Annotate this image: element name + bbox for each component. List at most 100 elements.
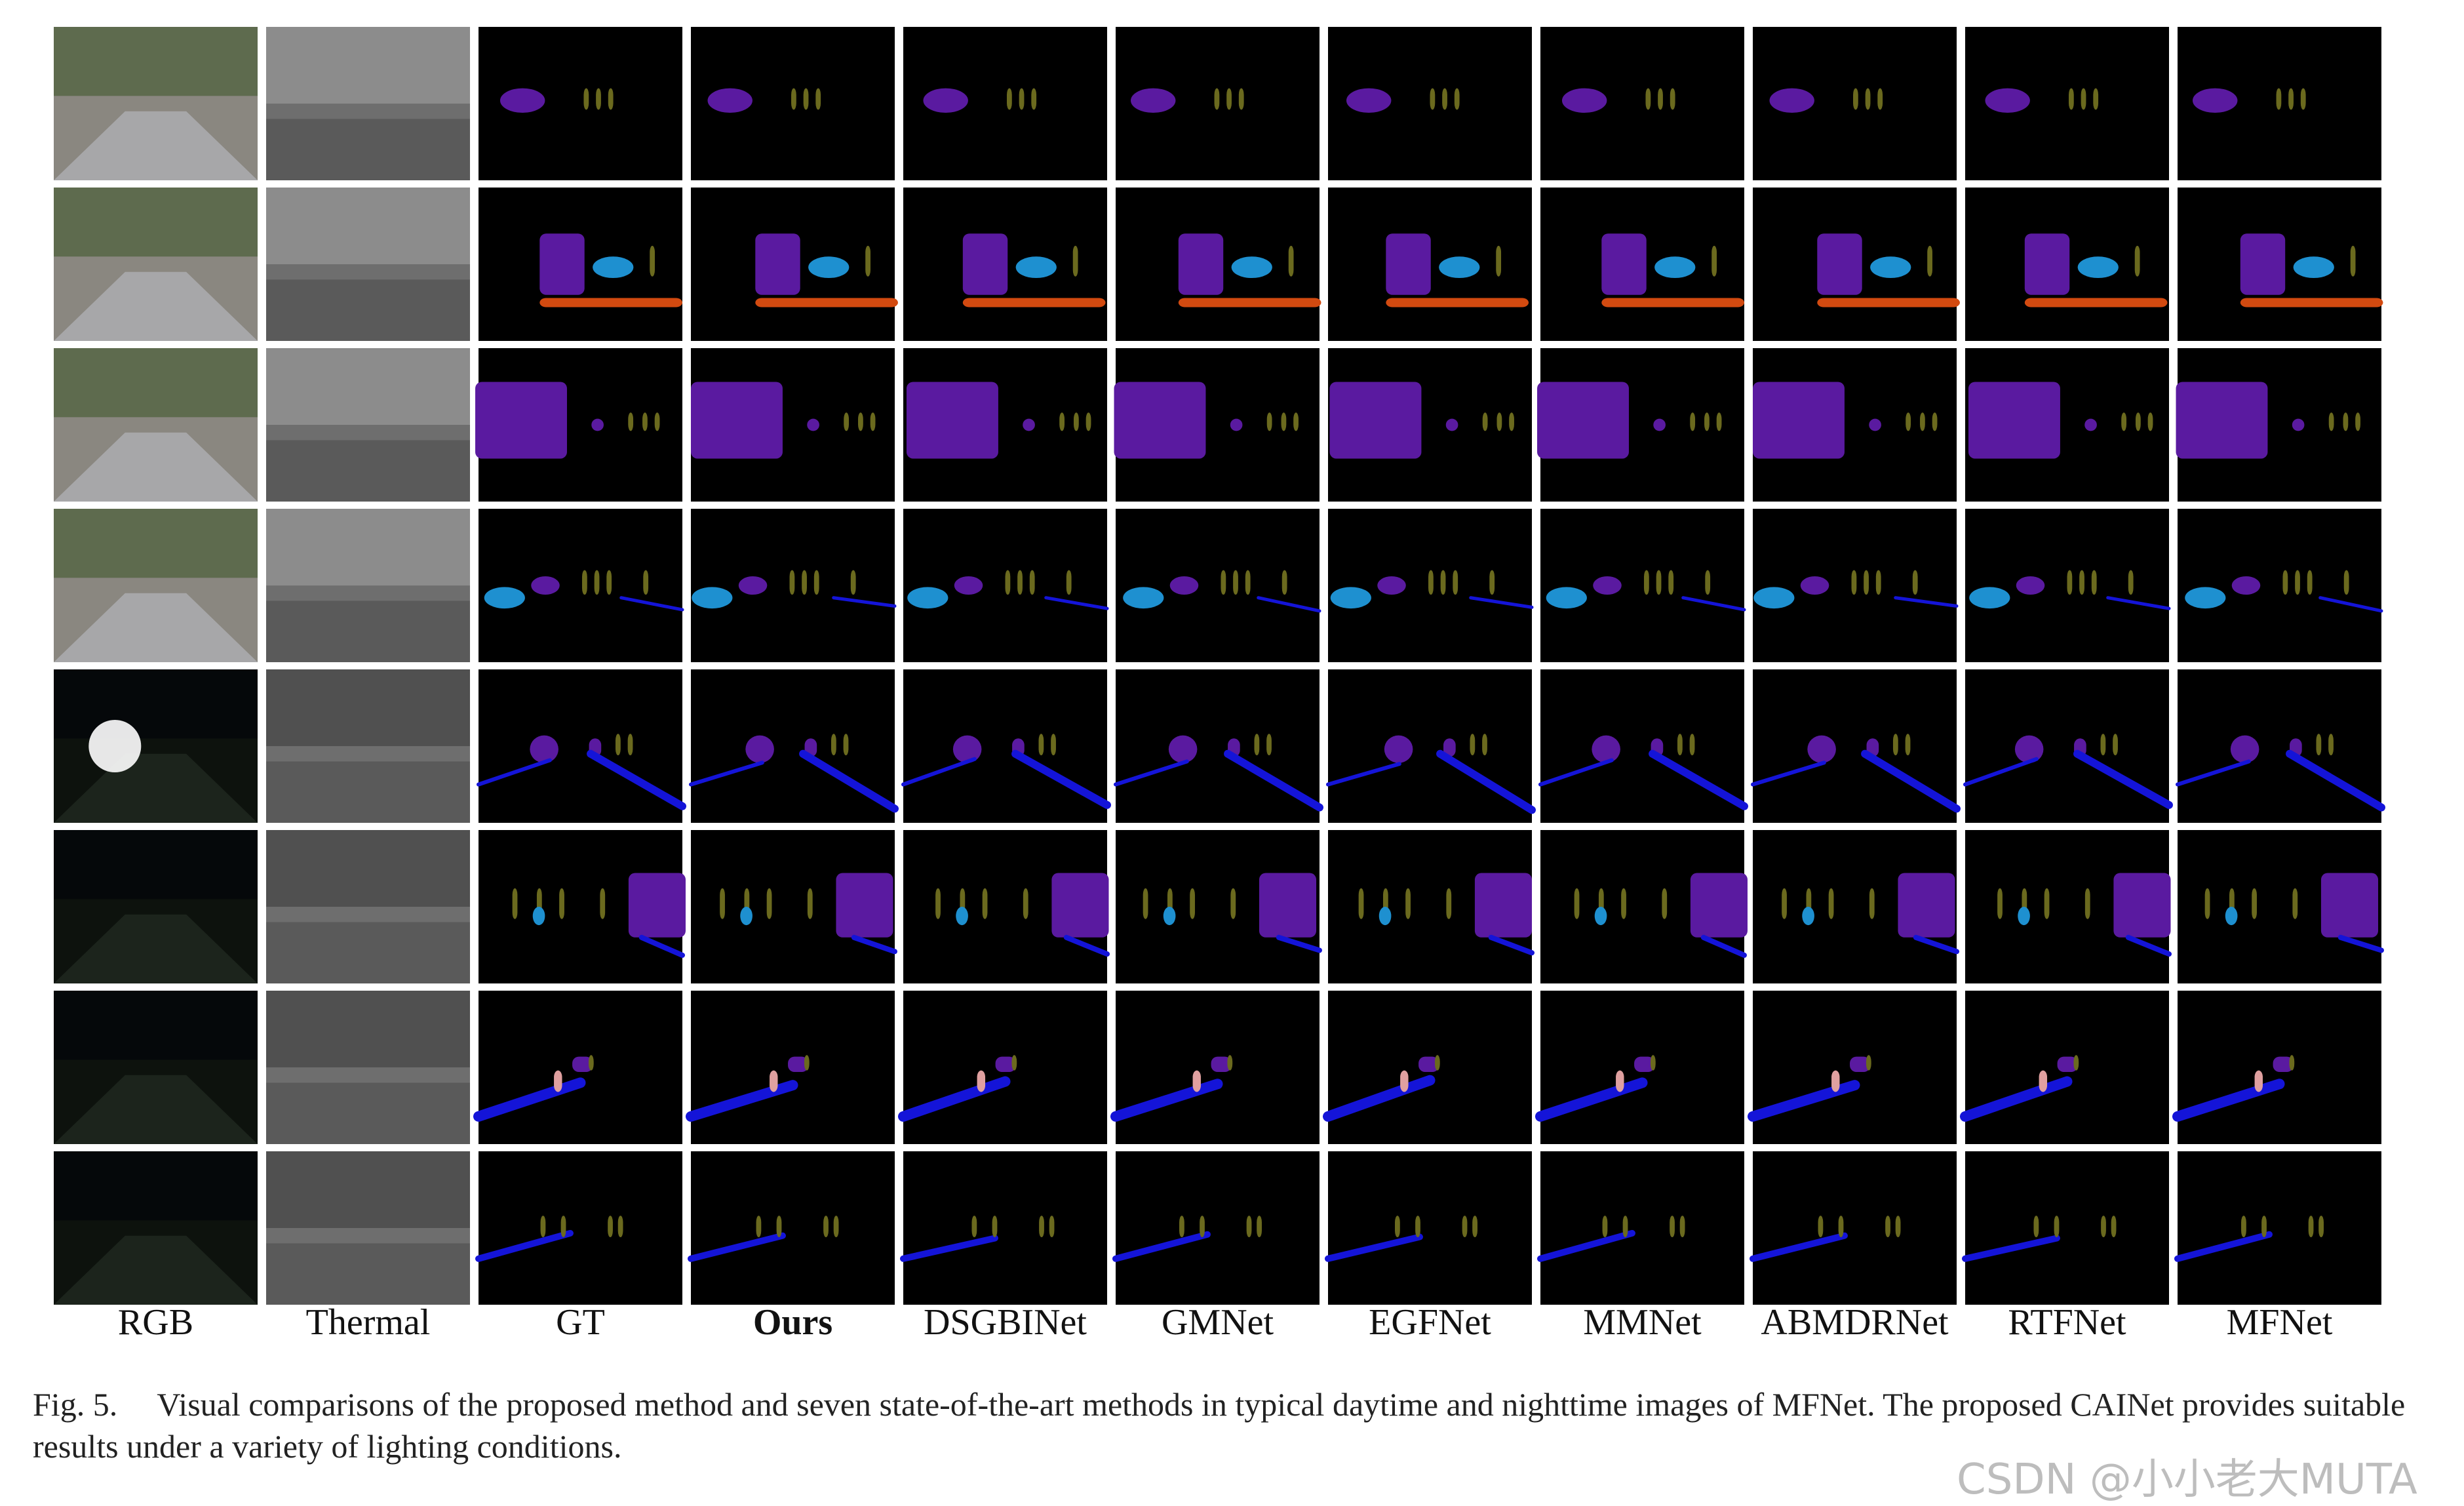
segment: [2295, 570, 2300, 595]
image-cell: [479, 509, 684, 662]
image-cell: [477, 669, 686, 823]
segment: [1029, 570, 1035, 595]
segment: [755, 233, 800, 295]
segment: [2261, 1216, 2267, 1238]
sky: [54, 830, 258, 900]
segment: [596, 88, 601, 110]
image-cell: [898, 991, 1107, 1144]
image-cell: [1110, 991, 1320, 1144]
segment: [1386, 233, 1431, 295]
segment: [1656, 570, 1662, 595]
segment: [1179, 1216, 1184, 1238]
segment: [1323, 1075, 1436, 1122]
road: [54, 1075, 258, 1144]
segment: [1853, 88, 1858, 110]
column-label: Ours: [753, 1302, 832, 1343]
image-cell: [1540, 509, 1746, 662]
segment: [2185, 587, 2226, 609]
segment: [802, 570, 807, 595]
segment: [776, 1216, 782, 1238]
image-cell: [1116, 830, 1322, 983]
image-cell: [266, 348, 470, 502]
segment: [2276, 88, 2282, 110]
image-cell: [1753, 348, 1957, 502]
segment: [619, 596, 684, 612]
segment: [1681, 596, 1746, 612]
segment: [1257, 1216, 1262, 1238]
segment: [1716, 412, 1722, 431]
segment: [642, 412, 648, 431]
segment: [1711, 245, 1717, 277]
segmentation-map: [691, 669, 895, 823]
image-cell: [1538, 669, 1748, 823]
segment: [1386, 298, 1529, 307]
segment: [1230, 888, 1236, 919]
segment: [962, 298, 1106, 307]
segmentation-map: [1116, 509, 1320, 662]
column-label: MMNet: [1583, 1302, 1702, 1343]
segment: [1168, 735, 1198, 763]
segment: [1131, 88, 1176, 113]
segment: [1434, 1055, 1440, 1071]
image-cell: [54, 1151, 258, 1305]
segment: [844, 412, 850, 431]
image-cell: [691, 830, 897, 983]
thermal-sky: [266, 509, 470, 585]
segment: [2343, 412, 2349, 431]
segment: [1643, 570, 1649, 595]
segment: [1985, 88, 2030, 113]
segment: [2084, 888, 2090, 919]
segment: [2054, 1216, 2060, 1238]
segment: [1400, 1070, 1409, 1092]
image-cell: [1965, 830, 2172, 983]
segment: [643, 570, 649, 595]
image-cell: [1328, 27, 1532, 180]
image-cell: [266, 669, 470, 823]
segment: [1245, 570, 1251, 595]
segment: [2355, 412, 2360, 431]
segment: [2286, 749, 2385, 812]
segment: [1677, 734, 1683, 756]
thermal-sky: [266, 669, 470, 746]
segment: [1496, 412, 1502, 431]
image-cell: [2174, 1151, 2381, 1305]
segment: [1753, 382, 1845, 459]
segment: [977, 1070, 986, 1092]
caption-text: Visual comparisons of the proposed metho…: [33, 1386, 2406, 1465]
segment: [1538, 758, 1614, 787]
image-cell: [903, 188, 1107, 341]
segment: [1254, 734, 1260, 756]
segment: [1066, 570, 1072, 595]
segment: [1006, 88, 1012, 110]
segment: [1869, 418, 1881, 431]
segment: [956, 907, 968, 926]
segment: [1430, 88, 1436, 110]
segment: [2240, 233, 2286, 295]
segment: [581, 570, 587, 595]
segment: [1230, 418, 1243, 431]
segment: [1266, 734, 1272, 756]
segment: [689, 761, 764, 787]
segment: [2318, 1216, 2324, 1238]
segmentation-map: [1116, 1151, 1320, 1305]
segmentation-map: [903, 669, 1107, 823]
segment: [1700, 934, 1747, 958]
segment: [2024, 298, 2168, 307]
thermal-road: [266, 119, 470, 180]
segment: [1482, 734, 1487, 756]
image-cell: [54, 509, 258, 662]
segment: [1482, 412, 1488, 431]
thermal-sky: [266, 188, 470, 264]
thermal-road: [266, 279, 470, 341]
segment: [1751, 761, 1826, 787]
segment: [1051, 734, 1056, 756]
segment: [1379, 907, 1392, 926]
segment: [1750, 1232, 1848, 1262]
segment: [1384, 735, 1413, 763]
segment: [638, 934, 685, 958]
segment: [1800, 576, 1829, 595]
segment: [1670, 1216, 1675, 1238]
segment: [808, 256, 850, 279]
image-cell: [54, 27, 258, 180]
segment: [628, 412, 634, 431]
